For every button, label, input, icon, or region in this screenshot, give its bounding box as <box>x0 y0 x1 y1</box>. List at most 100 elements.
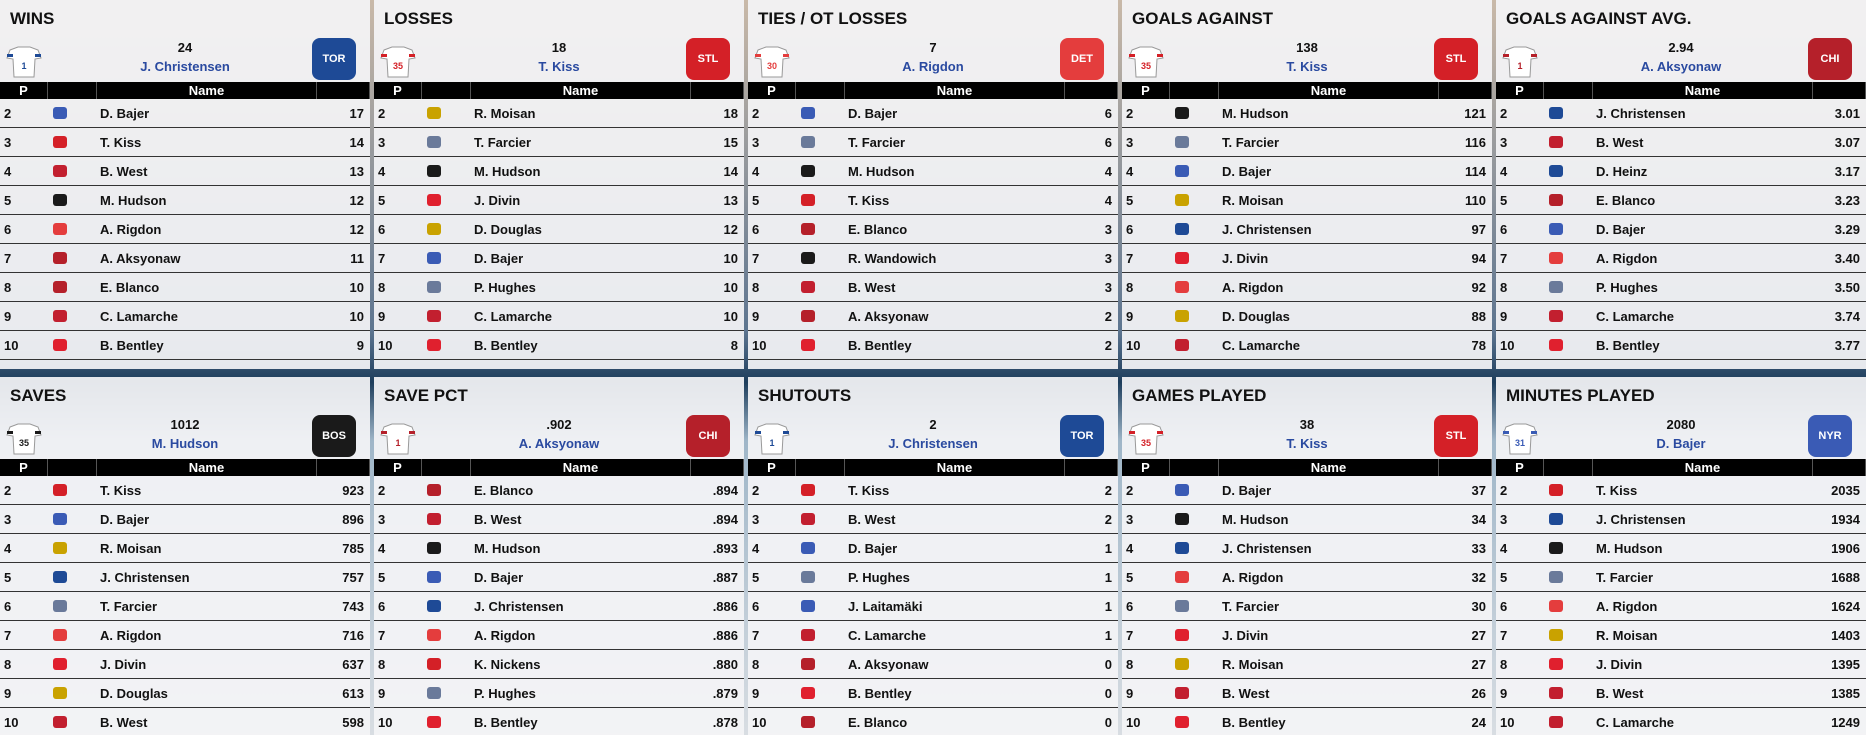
table-row[interactable]: 10 B. Bentley 2 <box>748 331 1118 360</box>
table-row[interactable]: 6 D. Bajer 3.29 <box>1496 215 1866 244</box>
table-row[interactable]: 4 M. Hudson 4 <box>748 157 1118 186</box>
table-row[interactable]: 3 T. Farcier 6 <box>748 128 1118 157</box>
player-name[interactable]: T. Farcier <box>1222 598 1280 614</box>
header-name[interactable]: Name <box>1219 459 1439 476</box>
player-name[interactable]: M. Hudson <box>1596 540 1663 556</box>
table-row[interactable]: 8 A. Rigdon 92 <box>1122 273 1492 302</box>
player-name[interactable]: M. Hudson <box>474 163 541 179</box>
player-name[interactable]: P. Hughes <box>474 685 536 701</box>
player-name[interactable]: R. Moisan <box>100 540 162 556</box>
player-name[interactable]: R. Moisan <box>1596 627 1658 643</box>
table-row[interactable]: 7 A. Rigdon .886 <box>374 621 744 650</box>
player-name[interactable]: J. Christensen <box>1222 540 1312 556</box>
table-row[interactable]: 8 P. Hughes 10 <box>374 273 744 302</box>
jersey-icon[interactable]: 35 <box>1128 44 1164 80</box>
player-name[interactable]: T. Kiss <box>848 482 890 498</box>
table-row[interactable]: 6 J. Christensen .886 <box>374 592 744 621</box>
player-name[interactable]: J. Divin <box>1596 656 1643 672</box>
player-name[interactable]: T. Kiss <box>848 192 890 208</box>
player-name[interactable]: M. Hudson <box>1222 105 1289 121</box>
table-row[interactable]: 8 J. Divin 1395 <box>1496 650 1866 679</box>
header-p[interactable]: P <box>748 82 796 99</box>
player-name[interactable]: B. West <box>848 511 896 527</box>
table-row[interactable]: 4 M. Hudson .893 <box>374 534 744 563</box>
table-row[interactable]: 3 M. Hudson 34 <box>1122 505 1492 534</box>
table-row[interactable]: 5 J. Divin 13 <box>374 186 744 215</box>
table-row[interactable]: 5 D. Bajer .887 <box>374 563 744 592</box>
player-name[interactable]: T. Farcier <box>848 134 906 150</box>
player-name[interactable]: E. Blanco <box>474 482 534 498</box>
player-name[interactable]: B. Bentley <box>474 337 538 353</box>
table-row[interactable]: 2 T. Kiss 2 <box>748 476 1118 505</box>
player-name[interactable]: J. Divin <box>1222 627 1269 643</box>
player-name[interactable]: B. West <box>100 714 148 730</box>
table-row[interactable]: 7 J. Divin 27 <box>1122 621 1492 650</box>
table-row[interactable]: 9 C. Lamarche 10 <box>0 302 370 331</box>
player-name[interactable]: R. Moisan <box>1222 192 1284 208</box>
player-name[interactable]: T. Kiss <box>100 134 142 150</box>
leader-name[interactable]: D. Bajer <box>1656 436 1706 451</box>
table-row[interactable]: 3 B. West 2 <box>748 505 1118 534</box>
player-name[interactable]: M. Hudson <box>1222 511 1289 527</box>
header-value[interactable] <box>317 82 370 99</box>
player-name[interactable]: T. Farcier <box>100 598 158 614</box>
table-row[interactable]: 2 D. Bajer 6 <box>748 99 1118 128</box>
player-name[interactable]: P. Hughes <box>474 279 536 295</box>
table-row[interactable]: 3 J. Christensen 1934 <box>1496 505 1866 534</box>
header-name[interactable]: Name <box>471 82 691 99</box>
team-logo-icon[interactable]: CHI <box>686 415 730 457</box>
player-name[interactable]: B. Bentley <box>848 337 912 353</box>
table-row[interactable]: 2 T. Kiss 2035 <box>1496 476 1866 505</box>
leader-name[interactable]: A. Aksyonaw <box>518 436 600 451</box>
player-name[interactable]: E. Blanco <box>848 714 908 730</box>
player-name[interactable]: D. Bajer <box>474 569 524 585</box>
player-name[interactable]: C. Lamarche <box>1596 714 1675 730</box>
table-row[interactable]: 5 P. Hughes 1 <box>748 563 1118 592</box>
player-name[interactable]: D. Bajer <box>1222 163 1272 179</box>
table-row[interactable]: 7 A. Rigdon 716 <box>0 621 370 650</box>
table-row[interactable]: 9 D. Douglas 613 <box>0 679 370 708</box>
player-name[interactable]: T. Kiss <box>1596 482 1638 498</box>
jersey-icon[interactable]: 1 <box>1502 44 1538 80</box>
player-name[interactable]: M. Hudson <box>474 540 541 556</box>
table-row[interactable]: 6 J. Laitamäki 1 <box>748 592 1118 621</box>
table-row[interactable]: 10 B. West 598 <box>0 708 370 735</box>
player-name[interactable]: A. Rigdon <box>1222 569 1284 585</box>
player-name[interactable]: E. Blanco <box>1596 192 1656 208</box>
table-row[interactable]: 10 E. Blanco 0 <box>748 708 1118 735</box>
table-row[interactable]: 6 E. Blanco 3 <box>748 215 1118 244</box>
header-name[interactable]: Name <box>1593 82 1813 99</box>
player-name[interactable]: B. West <box>1596 685 1644 701</box>
player-name[interactable]: A. Aksyonaw <box>848 308 929 324</box>
table-row[interactable]: 10 C. Lamarche 78 <box>1122 331 1492 360</box>
table-row[interactable]: 9 B. West 1385 <box>1496 679 1866 708</box>
table-row[interactable]: 10 B. Bentley 9 <box>0 331 370 360</box>
header-p[interactable]: P <box>1122 82 1170 99</box>
player-name[interactable]: A. Rigdon <box>100 627 162 643</box>
header-name[interactable]: Name <box>471 459 691 476</box>
header-p[interactable]: P <box>1496 82 1544 99</box>
player-name[interactable]: R. Wandowich <box>848 250 937 266</box>
table-row[interactable]: 2 E. Blanco .894 <box>374 476 744 505</box>
header-name[interactable]: Name <box>1219 82 1439 99</box>
team-logo-icon[interactable]: STL <box>1434 38 1478 80</box>
jersey-icon[interactable]: 30 <box>754 44 790 80</box>
player-name[interactable]: R. Moisan <box>1222 656 1284 672</box>
table-row[interactable]: 3 B. West 3.07 <box>1496 128 1866 157</box>
leader-name[interactable]: A. Rigdon <box>902 59 964 74</box>
table-row[interactable]: 8 K. Nickens .880 <box>374 650 744 679</box>
table-row[interactable]: 8 R. Moisan 27 <box>1122 650 1492 679</box>
table-row[interactable]: 8 E. Blanco 10 <box>0 273 370 302</box>
header-value[interactable] <box>691 459 744 476</box>
table-row[interactable]: 3 B. West .894 <box>374 505 744 534</box>
table-row[interactable]: 9 P. Hughes .879 <box>374 679 744 708</box>
table-row[interactable]: 6 A. Rigdon 1624 <box>1496 592 1866 621</box>
table-row[interactable]: 6 J. Christensen 97 <box>1122 215 1492 244</box>
player-name[interactable]: J. Christensen <box>1596 105 1686 121</box>
table-row[interactable]: 7 R. Moisan 1403 <box>1496 621 1866 650</box>
header-value[interactable] <box>1439 459 1492 476</box>
header-name[interactable]: Name <box>845 459 1065 476</box>
team-logo-icon[interactable]: STL <box>1434 415 1478 457</box>
team-logo-icon[interactable]: NYR <box>1808 415 1852 457</box>
player-name[interactable]: T. Farcier <box>474 134 532 150</box>
